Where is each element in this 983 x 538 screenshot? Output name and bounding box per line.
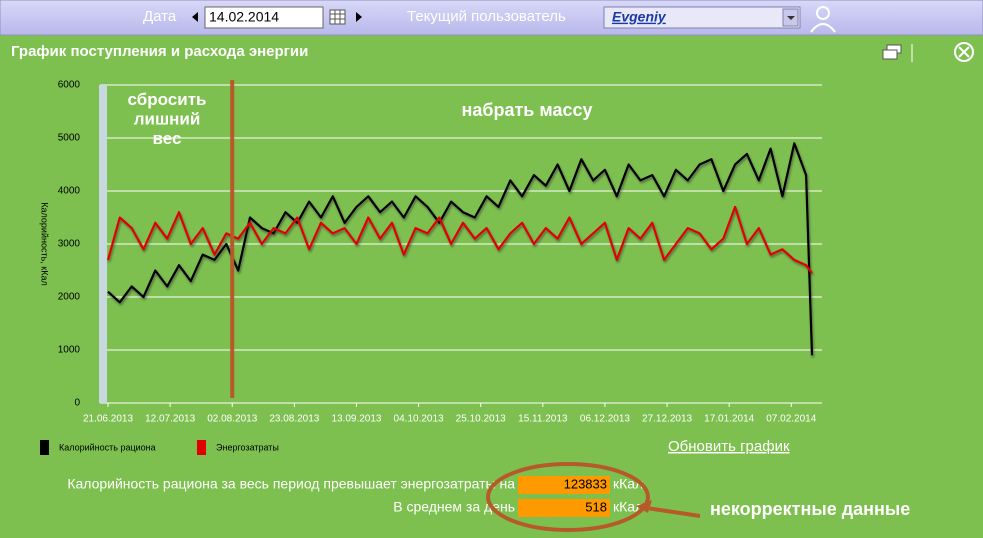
legend-label: Калорийность рациона [59, 442, 156, 452]
x-tick-label: 07.02.2014 [766, 414, 816, 425]
x-tick-label: 13.09.2013 [331, 414, 381, 425]
x-tick-label: 25.10.2013 [456, 414, 506, 425]
y-tick-label: 0 [74, 398, 80, 409]
series-line [107, 142, 814, 356]
y-tick-label: 4000 [58, 186, 81, 197]
summary-label: В среднем за день [393, 499, 515, 515]
panel-title: График поступления и расхода энергии [11, 43, 308, 60]
x-tick-label: 17.01.2014 [704, 414, 754, 425]
y-axis-label: Калорийность, кКал [40, 202, 50, 285]
user-icon[interactable] [810, 6, 836, 33]
series-line [106, 205, 813, 274]
y-tick-label: 6000 [58, 80, 81, 91]
highlight-ellipse [486, 462, 650, 532]
user-select[interactable] [603, 6, 801, 29]
y-tick-label: 1000 [58, 345, 81, 356]
prev-date[interactable] [192, 12, 198, 22]
annotation: сбросить лишний вес [128, 90, 207, 148]
legend-swatch [40, 440, 49, 455]
x-tick-label: 02.08.2013 [207, 414, 257, 425]
chart: 0 1000 2000 3000 4000 5000 6000 Калорийность, к… [40, 80, 822, 425]
x-tick-label: 04.10.2013 [394, 414, 444, 425]
summary-value: 518 [585, 499, 607, 514]
legend-swatch [197, 440, 206, 455]
close-button[interactable] [954, 42, 974, 62]
restore-button[interactable] [882, 44, 902, 60]
x-tick-label: 12.07.2013 [145, 414, 195, 425]
x-tick-label: 06.12.2013 [580, 414, 630, 425]
summary-unit: кКал [613, 499, 643, 515]
x-tick-label: 27.12.2013 [642, 414, 692, 425]
refresh-link[interactable]: Обновить график [668, 438, 790, 455]
date-value: 14.02.2014 [209, 9, 279, 25]
user-label: Текущий пользователь [407, 8, 566, 25]
legend: Калорийность рациона Энергозатраты [40, 440, 279, 455]
x-tick-label: 21.06.2013 [83, 414, 133, 425]
date-input[interactable] [204, 6, 324, 29]
calendar-button[interactable] [329, 9, 346, 25]
annotation: некорректные данные [710, 499, 910, 519]
summary-box [518, 499, 610, 517]
x-tick-label: 23.08.2013 [269, 414, 319, 425]
summary-label: Калорийность рациона за весь период прев… [67, 476, 515, 492]
y-tick-label: 5000 [58, 133, 81, 144]
y-tick-label: 3000 [58, 239, 81, 250]
start-band [99, 85, 107, 403]
user-name: Evgeniy [612, 9, 667, 25]
summary-value: 123833 [564, 476, 607, 491]
y-tick-label: 2000 [58, 292, 81, 303]
annotation: набрать массу [461, 100, 592, 120]
summary: Калорийность рациона за весь период прев… [67, 476, 643, 517]
x-tick-label: 15.11.2013 [518, 414, 568, 425]
date-label: Дата [143, 8, 177, 25]
summary-box [518, 476, 610, 494]
legend-label: Энергозатраты [216, 442, 279, 452]
next-date[interactable] [356, 12, 362, 22]
